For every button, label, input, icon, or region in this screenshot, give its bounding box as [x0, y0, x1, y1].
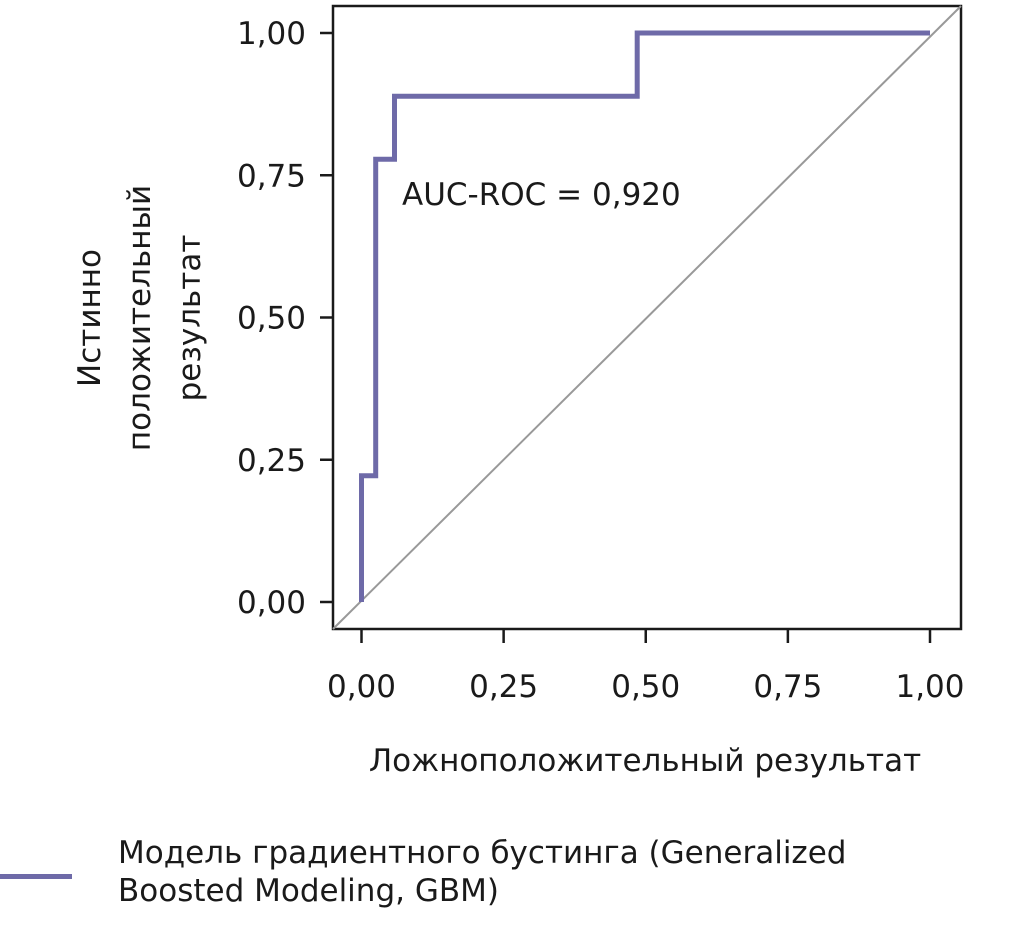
y-axis-title: Истинно положительный результат	[72, 185, 208, 451]
roc-chart: 0,00 0,25 0,50 0,75 1,00 0,00 0,25 0,50 0,75 1,0…	[72, 4, 965, 779]
legend-swatch	[0, 874, 72, 879]
x-tick-label: 0,50	[611, 669, 680, 705]
x-tick-label: 0,25	[469, 669, 538, 705]
legend-label-line-2: Boosted Modeling, GBM)	[118, 873, 499, 909]
y-axis: 0,00 0,25 0,50 0,75 1,00	[237, 16, 333, 621]
y-axis-title-line-3: результат	[172, 235, 208, 402]
legend-label-line-1: Модель градиентного бустинга (Generalize…	[118, 835, 847, 871]
x-tick-label: 1,00	[895, 669, 964, 705]
auc-annotation: AUC-ROC = 0,920	[402, 177, 681, 213]
x-tick-label: 0,75	[753, 669, 822, 705]
y-tick-label: 0,75	[237, 158, 306, 194]
legend: Модель градиентного бустинга (Generalize…	[0, 832, 1033, 922]
x-axis-title: Ложноположительный результат	[369, 743, 921, 779]
y-tick-label: 0,00	[237, 585, 306, 621]
x-tick-label: 0,00	[327, 669, 396, 705]
reference-diagonal	[332, 5, 962, 630]
legend-label: Модель градиентного бустинга (Generalize…	[118, 834, 1018, 910]
x-axis: 0,00 0,25 0,50 0,75 1,00	[327, 629, 965, 705]
roc-curve	[359, 30, 930, 602]
y-axis-title-line-2: положительный	[122, 185, 158, 451]
y-axis-title-line-1: Истинно	[72, 249, 108, 387]
y-tick-label: 0,25	[237, 443, 306, 479]
y-tick-label: 1,00	[237, 16, 306, 52]
y-tick-label: 0,50	[237, 301, 306, 337]
